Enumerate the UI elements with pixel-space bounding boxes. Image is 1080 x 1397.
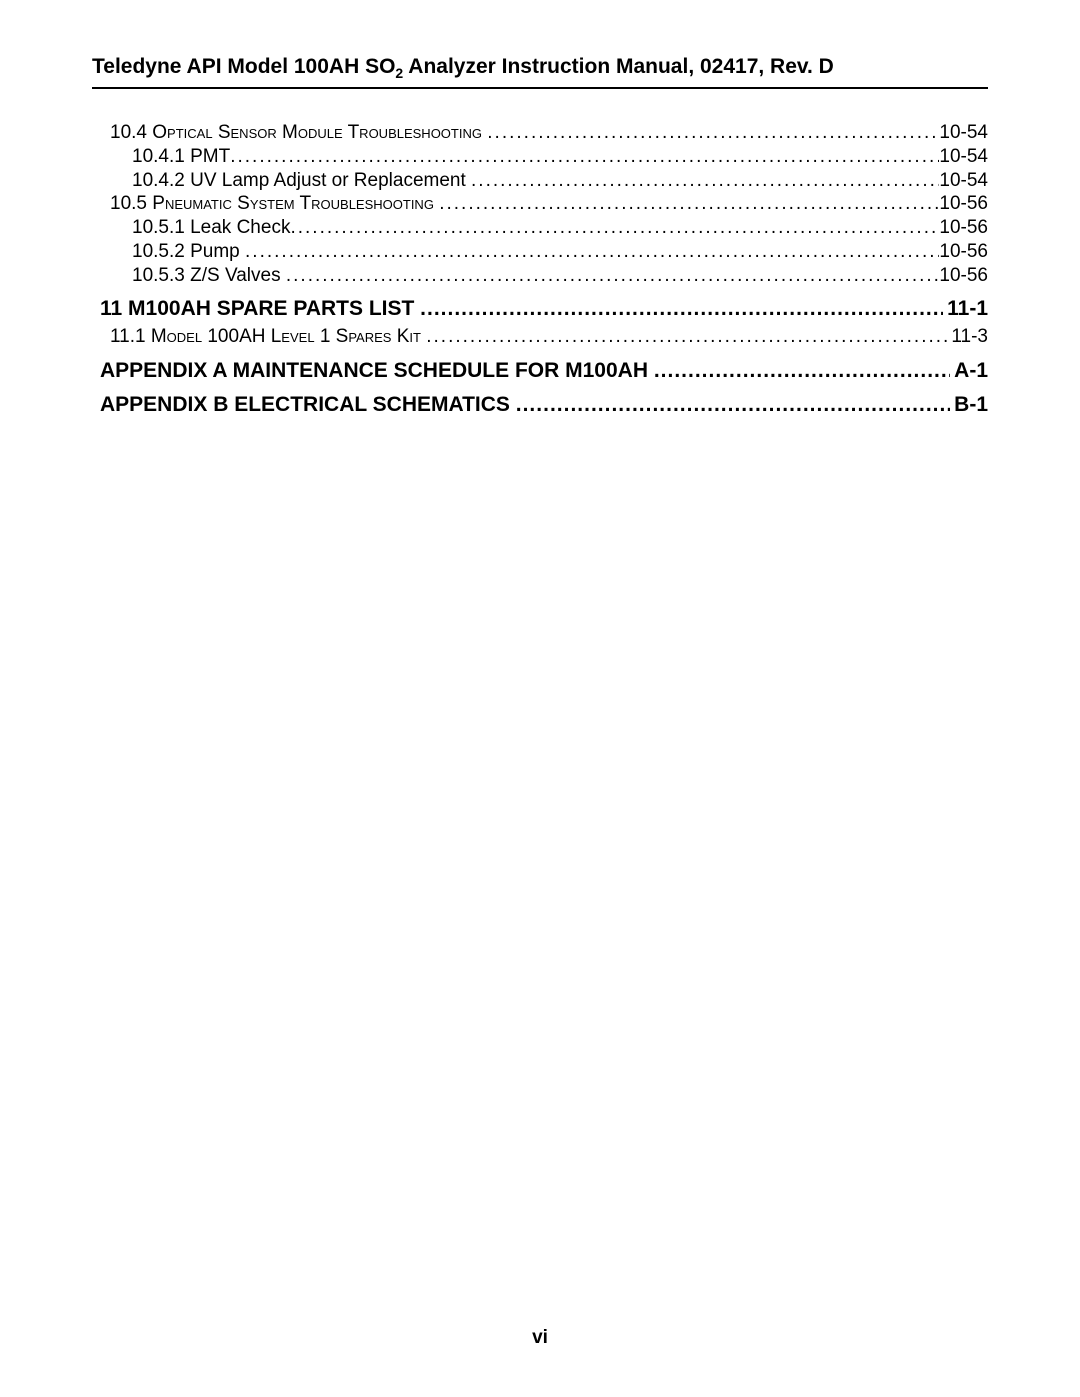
toc-label: 10.5 Pneumatic System Troubleshooting [110,192,439,216]
toc-leader [286,264,940,288]
toc-num: 11.1 [110,326,151,347]
toc-entry: 10.5.2 Pump 10-56 [92,240,988,264]
toc-title: UV Lamp Adjust or Replacement [190,170,466,191]
toc-entry: 10.5.3 Z/S Valves 10-56 [92,264,988,288]
toc-label: APPENDIX B ELECTRICAL SCHEMATICS [100,393,516,417]
toc-num: 10.5 [110,193,152,214]
toc-leader [230,145,939,169]
toc-leader [426,325,951,349]
toc-label: 10.4 Optical Sensor Module Troubleshooti… [110,121,487,145]
toc-entry: APPENDIX B ELECTRICAL SCHEMATICS B-1 [92,393,988,417]
toc-title: APPENDIX B ELECTRICAL SCHEMATICS [100,393,510,416]
toc-leader [487,121,939,145]
toc-num: 10.4.1 [132,146,190,167]
toc-title: APPENDIX A MAINTENANCE SCHEDULE FOR M100… [100,359,648,382]
toc-page: A-1 [950,359,988,383]
page-header: Teledyne API Model 100AH SO2 Analyzer In… [92,55,988,89]
toc-label: 11 M100AH SPARE PARTS LIST [100,297,420,321]
toc-label: 10.5.1 Leak Check [132,216,290,240]
toc-leader [290,216,939,240]
toc-page: 10-56 [939,192,988,216]
toc-page: 10-54 [939,121,988,145]
toc-label: 10.4.1 PMT [132,145,230,169]
table-of-contents: 10.4 Optical Sensor Module Troubleshooti… [92,121,988,417]
toc-entry: 11.1 Model 100AH Level 1 Spares Kit 11-3 [92,325,988,349]
toc-title: Pneumatic System Troubleshooting [152,193,434,214]
toc-num: 11 [100,297,128,320]
toc-entry: 10.4 Optical Sensor Module Troubleshooti… [92,121,988,145]
toc-leader [516,393,950,417]
toc-leader [654,359,950,383]
toc-title: Z/S Valves [190,265,280,286]
toc-page: 10-56 [939,264,988,288]
toc-page: 10-54 [939,145,988,169]
header-text-suffix: Analyzer Instruction Manual, 02417, Rev.… [403,55,834,78]
toc-label: APPENDIX A MAINTENANCE SCHEDULE FOR M100… [100,359,654,383]
toc-entry: 11 M100AH SPARE PARTS LIST 11-1 [92,297,988,321]
toc-num: 10.5.2 [132,241,190,262]
toc-page: 10-56 [939,240,988,264]
toc-leader [245,240,939,264]
toc-title: Model 100AH Level 1 Spares Kit [151,326,421,347]
toc-leader [439,192,939,216]
toc-title: PMT [190,146,230,167]
toc-leader [420,297,943,321]
toc-page: 10-56 [939,216,988,240]
toc-leader [471,169,939,193]
toc-label: 10.5.3 Z/S Valves [132,264,286,288]
toc-num: 10.5.3 [132,265,190,286]
toc-title: Optical Sensor Module Troubleshooting [152,122,482,143]
toc-entry: 10.4.1 PMT 10-54 [92,145,988,169]
toc-title: M100AH SPARE PARTS LIST [128,297,414,320]
toc-title: Pump [190,241,240,262]
document-page: Teledyne API Model 100AH SO2 Analyzer In… [0,0,1080,1397]
toc-title: Leak Check [190,217,290,238]
toc-num: 10.5.1 [132,217,190,238]
toc-label: 10.5.2 Pump [132,240,245,264]
toc-entry: APPENDIX A MAINTENANCE SCHEDULE FOR M100… [92,359,988,383]
toc-page: 11-1 [943,297,988,321]
toc-page: B-1 [950,393,988,417]
toc-entry: 10.5 Pneumatic System Troubleshooting 10… [92,192,988,216]
toc-num: 10.4 [110,122,152,143]
toc-label: 11.1 Model 100AH Level 1 Spares Kit [110,325,426,349]
toc-entry: 10.4.2 UV Lamp Adjust or Replacement 10-… [92,169,988,193]
page-number-footer: vi [0,1327,1080,1349]
toc-label: 10.4.2 UV Lamp Adjust or Replacement [132,169,471,193]
toc-num: 10.4.2 [132,170,190,191]
toc-page: 10-54 [939,169,988,193]
toc-entry: 10.5.1 Leak Check 10-56 [92,216,988,240]
header-text-prefix: Teledyne API Model 100AH SO [92,55,395,78]
toc-page: 11-3 [951,325,988,349]
